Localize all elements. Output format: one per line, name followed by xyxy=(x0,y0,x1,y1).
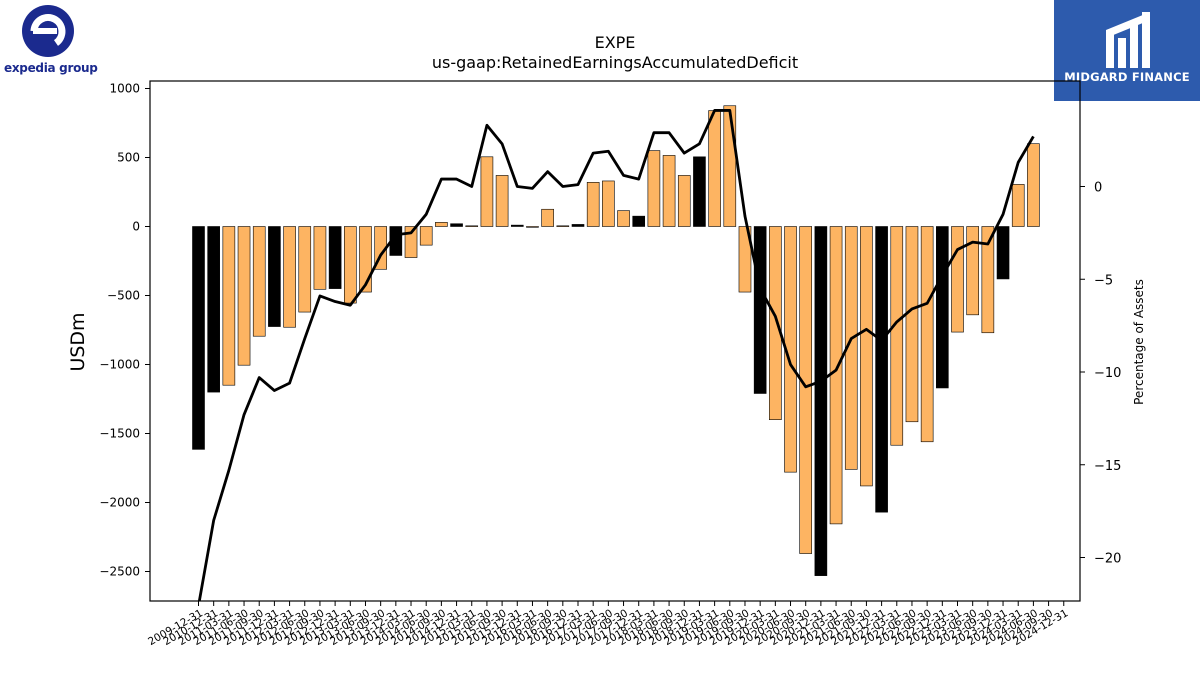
bar-2011-06-30 xyxy=(237,226,251,366)
expedia-group-logo: expedia group xyxy=(0,0,100,80)
bar-2016-12-31 xyxy=(571,224,585,227)
bar-2023-12-31 xyxy=(996,226,1010,280)
y2-tick-label: −5 xyxy=(1094,273,1113,288)
bar-2024-03-31 xyxy=(1011,184,1025,227)
bar-2015-09-30 xyxy=(495,175,509,227)
bar-2017-12-31 xyxy=(632,215,646,227)
chart-subtitle: us-gaap:RetainedEarningsAccumulatedDefic… xyxy=(432,53,798,72)
midgard-emblem-icon xyxy=(1106,12,1150,68)
y2-tick-label: −10 xyxy=(1094,366,1121,381)
bar-2015-06-30 xyxy=(480,156,494,227)
bar-2018-03-31 xyxy=(647,150,661,227)
percentage-line xyxy=(197,109,1035,601)
y-tick-label: 0 xyxy=(132,220,140,234)
y-tick-label: 500 xyxy=(117,151,140,165)
bar-2019-09-30 xyxy=(738,226,752,293)
bar-2017-06-30 xyxy=(602,180,615,227)
bar-2012-03-31 xyxy=(283,226,296,328)
bar-2019-06-30 xyxy=(723,105,737,227)
bar-2023-09-30 xyxy=(981,226,995,334)
expedia-e-icon xyxy=(22,5,74,57)
bar-2020-12-31 xyxy=(814,226,828,576)
bar-2012-12-31 xyxy=(328,226,342,289)
bar-2011-03-31 xyxy=(222,226,236,386)
bar-2014-09-30 xyxy=(435,222,448,227)
bar-2016-09-30 xyxy=(556,225,570,227)
midgard-finance-logo: MIDGARD FINANCE xyxy=(1054,0,1200,101)
y2-tick-label: 0 xyxy=(1094,181,1102,196)
bar-2017-09-30 xyxy=(617,210,630,227)
bar-2023-03-31 xyxy=(951,226,964,333)
y-tick-label: 1000 xyxy=(109,82,140,96)
bar-2017-03-31 xyxy=(586,182,600,227)
bar-2014-12-31 xyxy=(450,223,463,227)
bar-2018-09-30 xyxy=(677,175,691,227)
bar-2021-03-31 xyxy=(829,226,843,525)
y-tick-label: −1500 xyxy=(99,427,140,441)
bar-2022-12-31 xyxy=(936,226,949,389)
chart-title: EXPE xyxy=(595,33,636,52)
y2-axis-label: Percentage of Assets xyxy=(1132,279,1146,405)
y-tick-label: −500 xyxy=(107,289,140,303)
bar-2015-03-31 xyxy=(465,225,479,227)
expedia-logo-text: expedia group xyxy=(4,61,98,75)
y-tick-label: −2000 xyxy=(99,496,140,510)
y-axis-label: USDm xyxy=(67,312,89,371)
bar-2011-09-30 xyxy=(252,226,266,337)
bar-2022-06-30 xyxy=(905,226,919,423)
plot-area: 1000 500 0 −500 −1000 −1500 −2000 −2500 0 −5 −10 −1… xyxy=(99,82,1121,649)
bar-2020-09-30 xyxy=(799,226,813,554)
y2-tick-label: −15 xyxy=(1094,459,1121,474)
bar-2013-06-30 xyxy=(359,226,372,293)
bar-2016-03-31 xyxy=(526,226,539,228)
bar-2018-12-31 xyxy=(693,156,706,227)
plot-frame xyxy=(149,80,1081,602)
midgard-logo-text: MIDGARD FINANCE xyxy=(1064,70,1190,84)
bar-2019-12-31 xyxy=(753,226,767,394)
bar-2010-12-31 xyxy=(207,226,220,393)
bar-2009-12-31 xyxy=(192,226,205,450)
bar-2024-06-30 xyxy=(1027,143,1040,227)
bar-2020-03-31 xyxy=(769,226,782,420)
bar-2021-12-31 xyxy=(875,226,888,513)
bar-2016-06-30 xyxy=(541,208,554,227)
bar-2022-03-31 xyxy=(890,226,904,446)
bar-2018-06-30 xyxy=(662,155,676,227)
y-tick-label: −1000 xyxy=(99,358,140,372)
bar-2021-09-30 xyxy=(860,226,873,487)
bar-2012-09-30 xyxy=(313,226,327,290)
bar-2019-03-31 xyxy=(708,110,721,227)
bar-2014-06-30 xyxy=(419,226,433,246)
bar-2015-12-31 xyxy=(510,224,524,227)
bar-2022-09-30 xyxy=(920,226,934,443)
bar-2013-03-31 xyxy=(343,226,357,304)
y-tick-label: −2500 xyxy=(99,565,140,579)
bar-2012-06-30 xyxy=(298,226,312,313)
bar-2011-12-31 xyxy=(268,226,281,327)
y2-tick-label: −20 xyxy=(1094,552,1121,567)
bar-2023-06-30 xyxy=(966,226,979,316)
